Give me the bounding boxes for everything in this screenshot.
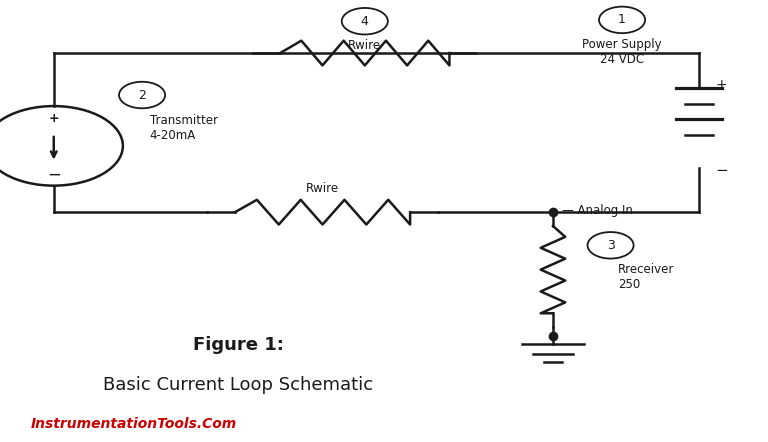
Text: Power Supply
24 VDC: Power Supply 24 VDC <box>582 38 662 66</box>
Text: InstrumentationTools.Com: InstrumentationTools.Com <box>31 417 237 431</box>
Text: — Analog In: — Analog In <box>562 204 633 217</box>
Text: Basic Current Loop Schematic: Basic Current Loop Schematic <box>103 376 373 393</box>
Text: Transmitter
4-20mA: Transmitter 4-20mA <box>150 114 218 141</box>
Text: Rreceiver
250: Rreceiver 250 <box>618 263 674 291</box>
Text: −: − <box>47 165 61 183</box>
Text: Figure 1:: Figure 1: <box>193 336 283 354</box>
Text: Rwire: Rwire <box>348 39 382 52</box>
Text: 4: 4 <box>361 15 369 28</box>
Text: +: + <box>716 78 727 92</box>
Text: 3: 3 <box>607 239 614 252</box>
Text: Rwire: Rwire <box>306 183 339 195</box>
Text: 1: 1 <box>618 13 626 27</box>
Text: 2: 2 <box>138 88 146 102</box>
Text: +: + <box>48 112 59 126</box>
Text: −: − <box>716 163 729 178</box>
